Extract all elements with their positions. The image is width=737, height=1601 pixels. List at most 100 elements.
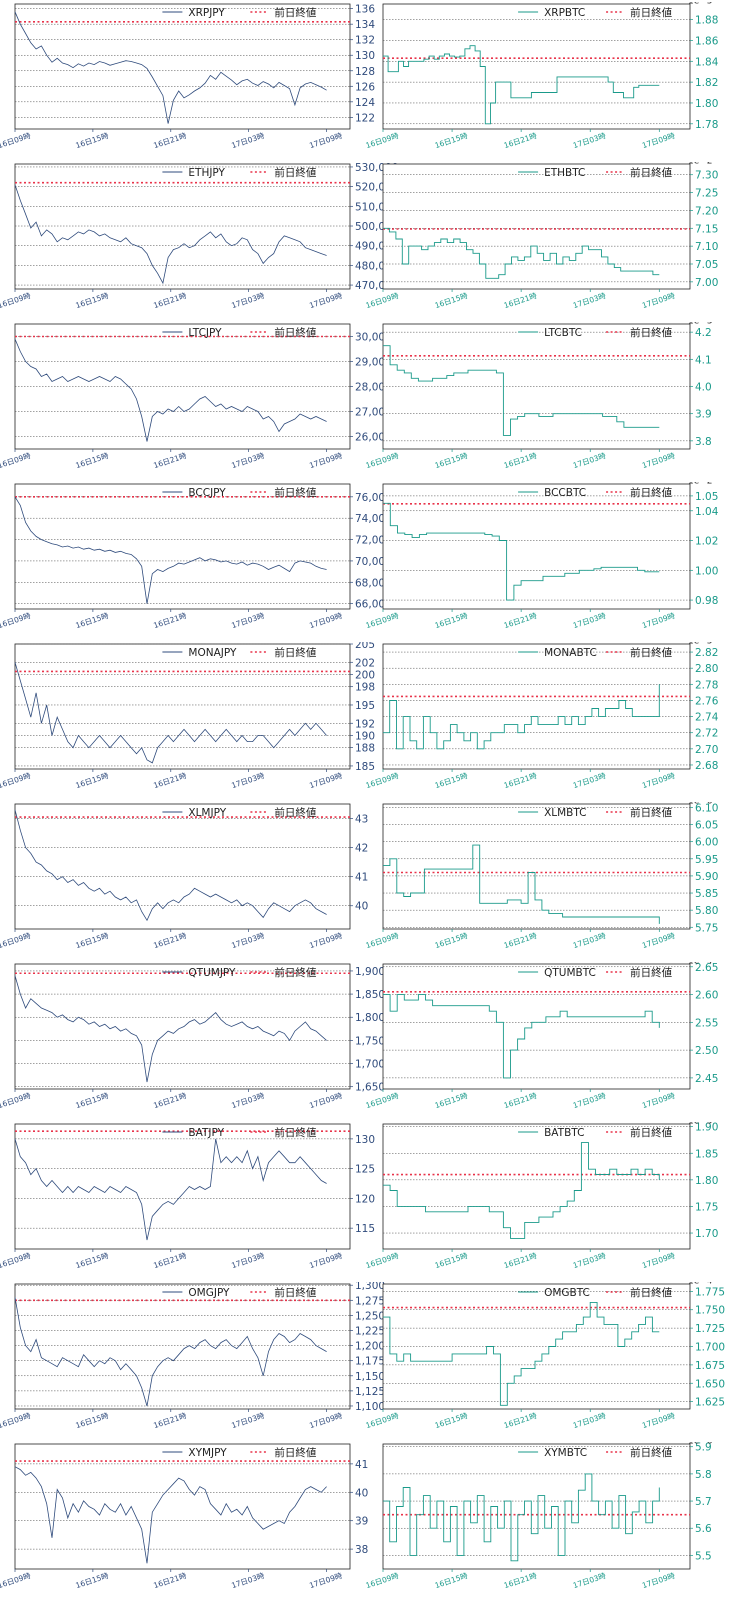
x-tick-label: 16日15時 <box>434 931 470 950</box>
legend-label-series: XRPBTC <box>544 7 585 19</box>
x-tick-label: 16日21時 <box>503 451 539 470</box>
y-tick-label: 126 <box>355 81 375 93</box>
y-tick-label: 530,000 <box>355 162 398 174</box>
y-tick-label: 185 <box>355 761 375 773</box>
legend-label-series: QTUMJPY <box>188 967 236 979</box>
scale-note: 1e−6 <box>688 1442 713 1447</box>
y-tick-label: 1,225 <box>355 1325 385 1337</box>
series-line-xrpjpy <box>14 11 327 124</box>
plot-frame <box>14 643 351 770</box>
plot-frame <box>14 1443 351 1570</box>
series-line-monajpy <box>14 662 327 764</box>
chart-bccbtc: 0.98 1.00 1.02 1.04 1.05 1e−2 BCCBTC 前日終値 16日09時… <box>365 482 719 630</box>
y-tick-label: 4.0 <box>695 382 712 394</box>
series-line-batjpy <box>14 1138 327 1241</box>
plot-frame <box>382 163 691 290</box>
series-line-xymjpy <box>14 1466 327 1564</box>
y-tick-label: 190 <box>355 730 375 742</box>
x-tick-label: 16日21時 <box>503 131 539 150</box>
y-tick-label: 124 <box>355 97 375 109</box>
scale-note: 1e−5 <box>688 1122 713 1127</box>
y-tick-label: 0.98 <box>695 595 718 607</box>
y-tick-label: 2.82 <box>695 647 718 659</box>
y-tick-label: 1,700 <box>355 1059 385 1071</box>
chart-qtumbtc: 2.45 2.50 2.55 2.60 2.651e−4 QTUMBTC 前日終値 16日09… <box>365 962 719 1110</box>
y-tick-label: 5.90 <box>695 871 718 883</box>
x-tick-label: 17日03時 <box>572 291 608 310</box>
x-tick-label: 17日03時 <box>572 1091 608 1110</box>
x-tick-label: 17日09時 <box>641 611 677 630</box>
y-tick-label: 1.70 <box>695 1228 718 1240</box>
y-tick-label: 122 <box>355 112 375 124</box>
legend-label-series: BCCJPY <box>188 487 226 499</box>
legend-label-series: OMGBTC <box>544 1287 590 1299</box>
legend-label-prev-close: 前日終値 <box>630 1446 672 1459</box>
y-tick-label: 7.10 <box>695 241 718 253</box>
y-tick-label: 2.74 <box>695 712 719 724</box>
y-tick-label: 1.04 <box>695 506 719 518</box>
y-tick-label: 198 <box>355 682 375 694</box>
x-tick-label: 16日09時 <box>365 1251 401 1270</box>
legend-label-prev-close: 前日終値 <box>274 486 316 499</box>
x-tick-label: 16日15時 <box>434 451 470 470</box>
y-tick-label: 1.625 <box>695 1397 725 1409</box>
x-tick-label: 17日03時 <box>572 611 608 630</box>
legend-label-prev-close: 前日終値 <box>630 6 672 19</box>
legend-label-prev-close: 前日終値 <box>630 326 672 339</box>
scale-note: 1e−2 <box>688 162 713 167</box>
scale-note: 1e−2 <box>688 482 713 487</box>
legend-label-series: LTCJPY <box>188 327 222 339</box>
y-tick-label: 7.30 <box>695 170 718 182</box>
y-tick-label: 5.6 <box>695 1523 712 1535</box>
y-tick-label: 2.70 <box>695 744 718 756</box>
y-tick-label: 5.85 <box>695 888 718 900</box>
series-line-batbtc <box>383 1142 660 1239</box>
y-tick-label: 72,000 <box>355 535 392 547</box>
y-tick-label: 41 <box>355 872 368 884</box>
x-tick-label: 16日21時 <box>503 291 539 310</box>
y-tick-label: 192 <box>355 718 375 730</box>
scale-note: 1e−6 <box>688 802 713 807</box>
legend-label-prev-close: 前日終値 <box>274 1286 316 1299</box>
y-tick-label: 130 <box>355 50 375 62</box>
plot-frame <box>382 643 691 770</box>
y-tick-label: 1,250 <box>355 1310 385 1322</box>
legend-label-series: XYMBTC <box>544 1447 587 1459</box>
y-tick-label: 1.05 <box>695 491 718 503</box>
series-line-ethbtc <box>383 227 660 279</box>
y-tick-label: 125 <box>355 1164 375 1176</box>
scale-note: 1e−4 <box>688 1282 713 1287</box>
y-tick-label: 2.78 <box>695 679 718 691</box>
y-tick-label: 40 <box>355 1487 368 1499</box>
x-tick-label: 16日09時 <box>365 291 401 310</box>
y-tick-label: 136 <box>355 4 375 16</box>
y-tick-label: 42 <box>355 843 368 855</box>
y-tick-label: 26,000 <box>355 432 392 444</box>
y-tick-label: 2.45 <box>695 1073 718 1085</box>
y-tick-label: 1.84 <box>695 56 719 68</box>
y-tick-label: 4.2 <box>695 327 712 339</box>
chart-ltcjpy: 26,000 27,000 28,000 29,000 30,000 LTCJPY 前日終値… <box>0 323 392 470</box>
y-tick-label: 1.02 <box>695 536 718 548</box>
y-tick-label: 134 <box>355 19 375 31</box>
y-tick-label: 1,275 <box>355 1295 385 1307</box>
x-tick-label: 16日21時 <box>503 1411 539 1430</box>
series-line-bccjpy <box>14 496 327 604</box>
series-line-ethjpy <box>14 184 327 285</box>
plot-frame <box>14 963 351 1090</box>
y-tick-label: 2.65 <box>695 962 718 974</box>
y-tick-label: 6.05 <box>695 820 718 832</box>
x-tick-label: 16日09時 <box>365 611 401 630</box>
y-tick-label: 1.86 <box>695 35 719 47</box>
plot-frame <box>382 963 691 1090</box>
legend-label-series: BATJPY <box>188 1127 224 1139</box>
chart-bccjpy: 66,000 68,000 70,000 72,000 74,000 76,000 BCCJ… <box>0 483 392 630</box>
series-line-xlmbtc <box>383 844 660 924</box>
y-tick-label: 7.15 <box>695 223 718 235</box>
y-tick-label: 76,000 <box>355 492 392 504</box>
x-tick-label: 17日09時 <box>641 771 677 790</box>
y-tick-label: 43 <box>355 814 368 826</box>
scale-note: 1e−3 <box>688 322 713 327</box>
